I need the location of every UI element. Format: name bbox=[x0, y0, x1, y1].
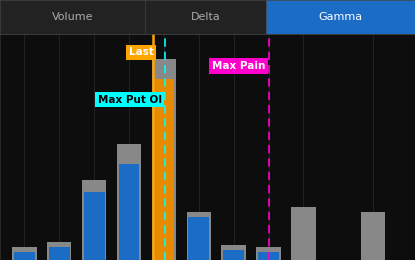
Bar bbox=[14, 252, 35, 260]
Bar bbox=[361, 212, 386, 260]
Text: Delta: Delta bbox=[190, 12, 220, 22]
Bar bbox=[154, 79, 174, 260]
Text: Last: Last bbox=[129, 47, 154, 57]
Text: Volume: Volume bbox=[52, 12, 93, 22]
Bar bbox=[119, 165, 139, 260]
Bar bbox=[256, 248, 281, 260]
Bar bbox=[84, 192, 105, 260]
Text: Max Pain: Max Pain bbox=[212, 61, 265, 71]
Bar bbox=[291, 207, 316, 260]
Text: Max Put OI: Max Put OI bbox=[98, 95, 162, 105]
Bar bbox=[49, 248, 70, 260]
Bar bbox=[188, 217, 209, 260]
Bar bbox=[47, 242, 71, 260]
Bar bbox=[223, 250, 244, 260]
Text: Gamma: Gamma bbox=[318, 12, 362, 22]
Bar bbox=[258, 252, 279, 260]
Bar bbox=[117, 144, 141, 260]
Bar bbox=[187, 212, 211, 260]
Bar bbox=[222, 245, 246, 260]
Bar bbox=[12, 248, 37, 260]
Bar bbox=[82, 180, 106, 260]
Bar bbox=[152, 59, 176, 260]
